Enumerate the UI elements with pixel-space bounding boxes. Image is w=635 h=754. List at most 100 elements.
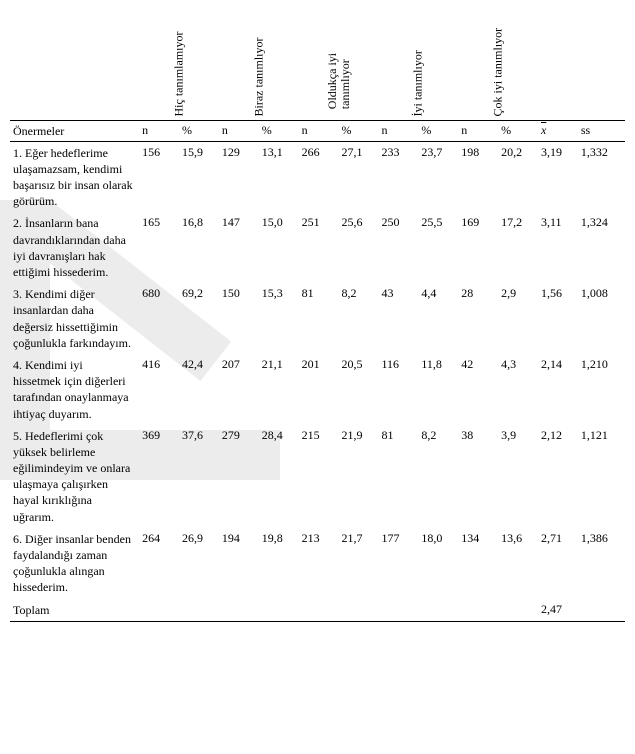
statement-cell: 5. Hedeflerimi çok yüksek belirleme eğil…: [10, 425, 139, 528]
pct-cell: 11,8: [418, 354, 458, 425]
sd-cell: 1,121: [578, 425, 625, 528]
scale-header-3: Oldukça iyitanımlıyor: [325, 90, 351, 110]
n-cell: 28: [458, 283, 498, 354]
n-cell: 38: [458, 425, 498, 528]
pct-cell: 15,9: [179, 141, 219, 212]
scale-header-5: Çok iyi tanımlıyor: [491, 96, 506, 116]
sd-cell: 1,332: [578, 141, 625, 212]
pct-cell: 21,9: [339, 425, 379, 528]
n-cell: 233: [378, 141, 418, 212]
pct-cell: 20,5: [339, 354, 379, 425]
statement-cell: 2. İnsanların bana davrandıklarından dah…: [10, 212, 139, 283]
pct-cell: 13,1: [259, 141, 299, 212]
n-cell: 213: [299, 528, 339, 599]
n-cell: 369: [139, 425, 179, 528]
n-cell: 416: [139, 354, 179, 425]
pct-cell: 18,0: [418, 528, 458, 599]
n-cell: 215: [299, 425, 339, 528]
n-cell: 81: [378, 425, 418, 528]
sub-header-row: Önermeler n % n % n % n % n % x ss: [10, 120, 625, 141]
col-pct-2: %: [259, 120, 299, 141]
n-cell: 150: [219, 283, 259, 354]
n-cell: 129: [219, 141, 259, 212]
pct-cell: 8,2: [418, 425, 458, 528]
sd-cell: 1,386: [578, 528, 625, 599]
table-row: 6. Diğer insanlar benden faydalandığı za…: [10, 528, 625, 599]
n-cell: 177: [378, 528, 418, 599]
n-cell: 198: [458, 141, 498, 212]
mean-cell: 2,14: [538, 354, 578, 425]
pct-cell: 3,9: [498, 425, 538, 528]
col-pct-3: %: [339, 120, 379, 141]
n-cell: 169: [458, 212, 498, 283]
col-mean: x: [538, 120, 578, 141]
pct-cell: 26,9: [179, 528, 219, 599]
pct-cell: 21,7: [339, 528, 379, 599]
n-cell: 81: [299, 283, 339, 354]
scale-header-row: Hiç tanımlamıyor Biraz tanımlıyor Oldukç…: [10, 0, 625, 120]
n-cell: 251: [299, 212, 339, 283]
statement-cell: 6. Diğer insanlar benden faydalandığı za…: [10, 528, 139, 599]
n-cell: 156: [139, 141, 179, 212]
statement-cell: 4. Kendimi iyi hissetmek için diğerleri …: [10, 354, 139, 425]
col-n-1: n: [139, 120, 179, 141]
statement-cell: 3. Kendimi diğer insanlardan daha değers…: [10, 283, 139, 354]
mean-cell: 2,12: [538, 425, 578, 528]
pct-cell: 2,9: [498, 283, 538, 354]
pct-cell: 69,2: [179, 283, 219, 354]
col-n-3: n: [299, 120, 339, 141]
n-cell: 134: [458, 528, 498, 599]
row-header-label: Önermeler: [10, 120, 139, 141]
mean-cell: 3,11: [538, 212, 578, 283]
total-row: Toplam 2,47: [10, 599, 625, 622]
scale-header-4: İyi tanımlıyor: [411, 96, 426, 116]
col-n-2: n: [219, 120, 259, 141]
pct-cell: 19,8: [259, 528, 299, 599]
n-cell: 42: [458, 354, 498, 425]
pct-cell: 4,4: [418, 283, 458, 354]
n-cell: 207: [219, 354, 259, 425]
total-mean: 2,47: [538, 599, 578, 622]
n-cell: 165: [139, 212, 179, 283]
table-row: 4. Kendimi iyi hissetmek için diğerleri …: [10, 354, 625, 425]
pct-cell: 42,4: [179, 354, 219, 425]
scale-header-2: Biraz tanımlıyor: [251, 96, 266, 116]
pct-cell: 20,2: [498, 141, 538, 212]
n-cell: 147: [219, 212, 259, 283]
n-cell: 264: [139, 528, 179, 599]
n-cell: 201: [299, 354, 339, 425]
col-n-4: n: [378, 120, 418, 141]
table-row: 5. Hedeflerimi çok yüksek belirleme eğil…: [10, 425, 625, 528]
mean-cell: 2,71: [538, 528, 578, 599]
pct-cell: 16,8: [179, 212, 219, 283]
n-cell: 194: [219, 528, 259, 599]
pct-cell: 21,1: [259, 354, 299, 425]
total-label: Toplam: [10, 599, 139, 622]
scale-header-1: Hiç tanımlamıyor: [171, 96, 186, 116]
pct-cell: 13,6: [498, 528, 538, 599]
n-cell: 43: [378, 283, 418, 354]
pct-cell: 4,3: [498, 354, 538, 425]
table-row: 2. İnsanların bana davrandıklarından dah…: [10, 212, 625, 283]
n-cell: 250: [378, 212, 418, 283]
n-cell: 266: [299, 141, 339, 212]
col-pct-5: %: [498, 120, 538, 141]
mean-cell: 3,19: [538, 141, 578, 212]
pct-cell: 15,3: [259, 283, 299, 354]
sd-cell: 1,210: [578, 354, 625, 425]
pct-cell: 23,7: [418, 141, 458, 212]
table-row: 1. Eğer hedeflerime ulaşamazsam, kendimi…: [10, 141, 625, 212]
pct-cell: 17,2: [498, 212, 538, 283]
n-cell: 279: [219, 425, 259, 528]
col-sd: ss: [578, 120, 625, 141]
statistics-table: Hiç tanımlamıyor Biraz tanımlıyor Oldukç…: [10, 0, 625, 622]
pct-cell: 15,0: [259, 212, 299, 283]
pct-cell: 25,6: [339, 212, 379, 283]
pct-cell: 37,6: [179, 425, 219, 528]
sd-cell: 1,008: [578, 283, 625, 354]
table-row: 3. Kendimi diğer insanlardan daha değers…: [10, 283, 625, 354]
statement-cell: 1. Eğer hedeflerime ulaşamazsam, kendimi…: [10, 141, 139, 212]
pct-cell: 8,2: [339, 283, 379, 354]
pct-cell: 27,1: [339, 141, 379, 212]
sd-cell: 1,324: [578, 212, 625, 283]
